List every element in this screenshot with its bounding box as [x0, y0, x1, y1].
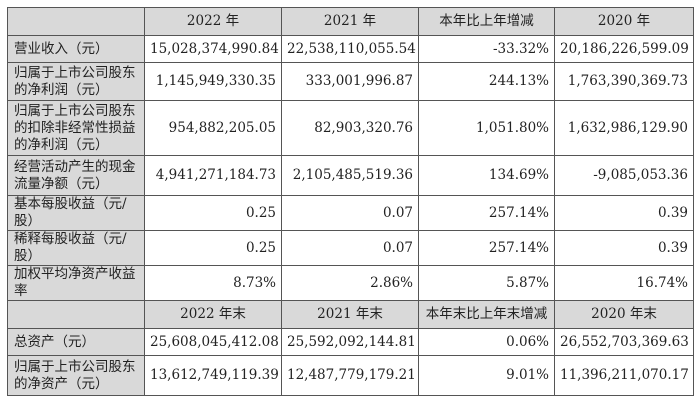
table-cell: 20,186,226,599.09 — [554, 35, 694, 63]
table-cell: 0.39 — [554, 195, 694, 231]
table-cell: 244.13% — [418, 62, 555, 101]
column-header: 2021 年 — [281, 7, 419, 36]
table-row: 基本每股收益（元/股） 0.25 0.07 257.14% 0.39 — [7, 195, 694, 231]
column-header — [7, 7, 145, 36]
table-cell: 11,396,211,070.17 — [554, 355, 694, 396]
financial-summary-table: 2022 年 2021 年本年比上年增减 2020 年营业收入（元） 15,028,3… — [7, 7, 694, 396]
row-label: 稀释每股收益（元/股） — [7, 230, 145, 266]
table-row: 营业收入（元） 15,028,374,990.84 22,538,110,055.5… — [7, 35, 694, 63]
table-row: 经营活动产生的现金流量净额（元） 4,941,271,184.73 2,105,48… — [7, 155, 694, 196]
row-label: 营业收入（元） — [7, 35, 145, 63]
table-cell: 1,632,986,129.90 — [554, 100, 694, 156]
table-cell: 82,903,320.76 — [281, 100, 419, 156]
table-cell: 2,105,485,519.36 — [281, 155, 419, 196]
table-row: 加权平均净资产收益率 8.73% 2.86% 5.87% 16.74% — [7, 265, 694, 301]
table-cell: 5.87% — [418, 265, 555, 301]
column-header: 2020 年末 — [554, 300, 694, 329]
table-cell: 1,051.80% — [418, 100, 555, 156]
row-label: 经营活动产生的现金流量净额（元） — [7, 155, 145, 196]
table-cell: 0.25 — [144, 230, 282, 266]
table-cell: 8.73% — [144, 265, 282, 301]
table-cell: 257.14% — [418, 195, 555, 231]
row-label: 归属于上市公司股东的净资产（元） — [7, 355, 145, 396]
column-header: 2022 年 — [144, 7, 282, 36]
table-row: 归属于上市公司股东的净资产（元） 13,612,749,119.39 12,487,… — [7, 355, 694, 396]
row-label: 加权平均净资产收益率 — [7, 265, 145, 301]
header-row: 2022 年 2021 年本年比上年增减 2020 年 — [7, 7, 694, 36]
table-cell: 0.06% — [418, 328, 555, 356]
table-cell: 1,763,390,369.73 — [554, 62, 694, 101]
table-cell: 0.07 — [281, 230, 419, 266]
table-cell: -33.32% — [418, 35, 555, 63]
table-row: 总资产（元） 25,608,045,412.08 25,592,092,144.81… — [7, 328, 694, 356]
table-cell: 0.25 — [144, 195, 282, 231]
table-cell: 12,487,779,179.21 — [281, 355, 419, 396]
table-cell: 0.07 — [281, 195, 419, 231]
table-cell: 25,592,092,144.81 — [281, 328, 419, 356]
column-header — [7, 300, 145, 329]
column-header: 2020 年 — [554, 7, 694, 36]
table-cell: 0.39 — [554, 230, 694, 266]
column-header: 本年末比上年末增减 — [418, 300, 555, 329]
table-cell: 257.14% — [418, 230, 555, 266]
table-row: 归属于上市公司股东的净利润（元） 1,145,949,330.35 333,001,… — [7, 62, 694, 101]
column-header: 2021 年末 — [281, 300, 419, 329]
table-cell: 25,608,045,412.08 — [144, 328, 282, 356]
column-header: 本年比上年增减 — [418, 7, 555, 36]
table-cell: 2.86% — [281, 265, 419, 301]
table-cell: 15,028,374,990.84 — [144, 35, 282, 63]
row-label: 归属于上市公司股东的扣除非经常性损益的净利润（元） — [7, 100, 145, 156]
row-label: 归属于上市公司股东的净利润（元） — [7, 62, 145, 101]
table-row: 归属于上市公司股东的扣除非经常性损益的净利润（元） 954,882,205.05 8… — [7, 100, 694, 156]
table-cell: 954,882,205.05 — [144, 100, 282, 156]
table-cell: 333,001,996.87 — [281, 62, 419, 101]
table-cell: 4,941,271,184.73 — [144, 155, 282, 196]
table-cell: 16.74% — [554, 265, 694, 301]
table-cell: 1,145,949,330.35 — [144, 62, 282, 101]
header-row: 2022 年末 2021 年末 本年末比上年末增减 2020 年末 — [7, 300, 694, 329]
column-header: 2022 年末 — [144, 300, 282, 329]
table-row: 稀释每股收益（元/股） 0.25 0.07 257.14% 0.39 — [7, 230, 694, 266]
table-cell: 9.01% — [418, 355, 555, 396]
table-cell: 13,612,749,119.39 — [144, 355, 282, 396]
table-cell: -9,085,053.36 — [554, 155, 694, 196]
table-cell: 26,552,703,369.63 — [554, 328, 694, 356]
table-cell: 134.69% — [418, 155, 555, 196]
row-label: 总资产（元） — [7, 328, 145, 356]
row-label: 基本每股收益（元/股） — [7, 195, 145, 231]
table-cell: 22,538,110,055.54 — [281, 35, 419, 63]
